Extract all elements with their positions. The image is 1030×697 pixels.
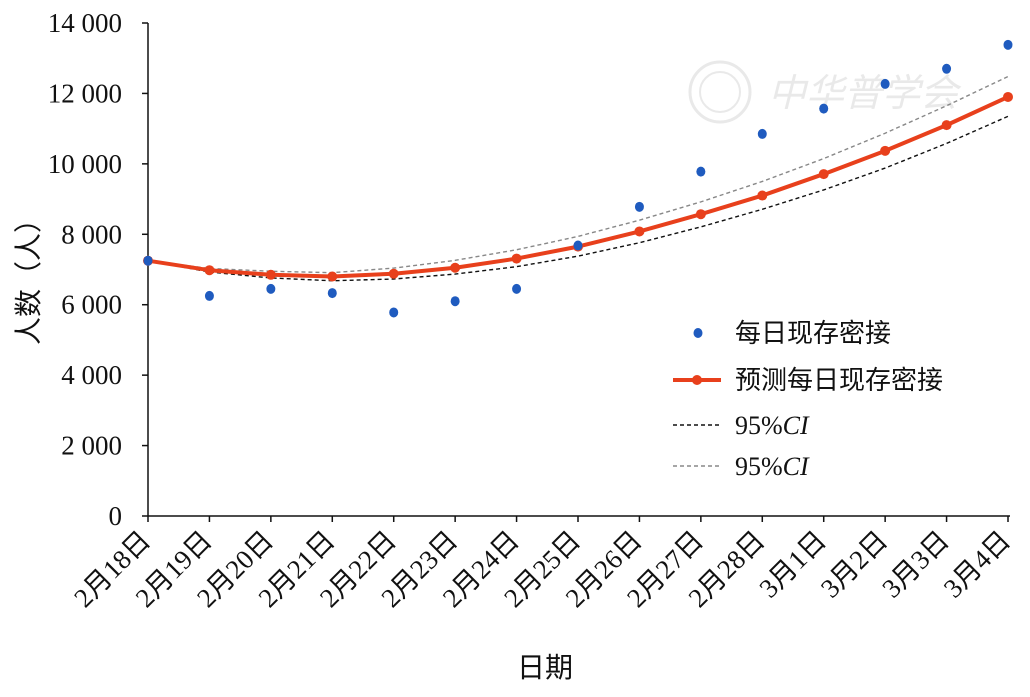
y-tick-label: 2 000 — [61, 431, 122, 461]
legend-label: 每日现存密接 — [735, 319, 891, 348]
predicted-point — [388, 268, 399, 279]
observed-point — [942, 63, 952, 74]
y-axis-label: 人数（人） — [13, 205, 45, 345]
legend-label: 95%CI — [735, 452, 810, 481]
predicted-point — [695, 209, 706, 220]
predicted-point — [327, 271, 338, 282]
observed-point — [880, 78, 890, 89]
legend-label: 95%CI — [735, 411, 810, 440]
series-layer — [143, 39, 1013, 318]
predicted-point — [450, 262, 461, 273]
ci-line — [147, 115, 1009, 282]
y-tick-label: 8 000 — [61, 219, 122, 249]
y-tick-label: 6 000 — [61, 290, 122, 320]
predicted-point — [204, 265, 215, 276]
legend-marker-observed — [693, 328, 703, 338]
x-axis-label: 日期 — [517, 653, 573, 684]
observed-point — [266, 283, 276, 294]
y-tick-label: 12 000 — [48, 78, 122, 108]
observed-point — [327, 288, 337, 299]
predicted-point — [757, 190, 768, 201]
legend-label: 预测每日现存密接 — [735, 366, 943, 395]
observed-point — [696, 166, 706, 177]
predicted-point — [880, 145, 891, 156]
y-tick-label: 4 000 — [61, 360, 122, 390]
observed-point — [143, 255, 153, 266]
y-tick-label: 10 000 — [48, 149, 122, 179]
x-tick-label: 3月2日 — [815, 525, 893, 603]
legend-marker-predicted-dot — [692, 375, 702, 385]
predicted-point — [634, 226, 645, 237]
observed-point — [819, 103, 829, 114]
x-tick-label: 3月4日 — [938, 525, 1016, 603]
x-tick-label: 3月3日 — [876, 525, 954, 603]
observed-point — [204, 290, 214, 301]
observed-point — [634, 201, 644, 212]
predicted-point — [818, 169, 829, 180]
predicted-point — [941, 120, 952, 131]
ci-line — [147, 75, 1009, 274]
predicted-point — [511, 253, 522, 264]
y-tick-label: 0 — [109, 501, 123, 531]
watermark: 中华普学会 — [688, 60, 962, 124]
observed-point — [573, 240, 583, 251]
predicted-point — [1003, 91, 1013, 102]
y-tick-label: 14 000 — [48, 8, 122, 38]
watermark-text: 中华普学会 — [768, 71, 962, 115]
observed-point — [757, 128, 767, 139]
predicted-point — [265, 269, 276, 280]
observed-point — [450, 296, 460, 307]
observed-point — [1003, 39, 1013, 50]
x-tick-label: 3月1日 — [753, 525, 831, 603]
observed-point — [389, 307, 399, 318]
observed-point — [512, 283, 522, 294]
